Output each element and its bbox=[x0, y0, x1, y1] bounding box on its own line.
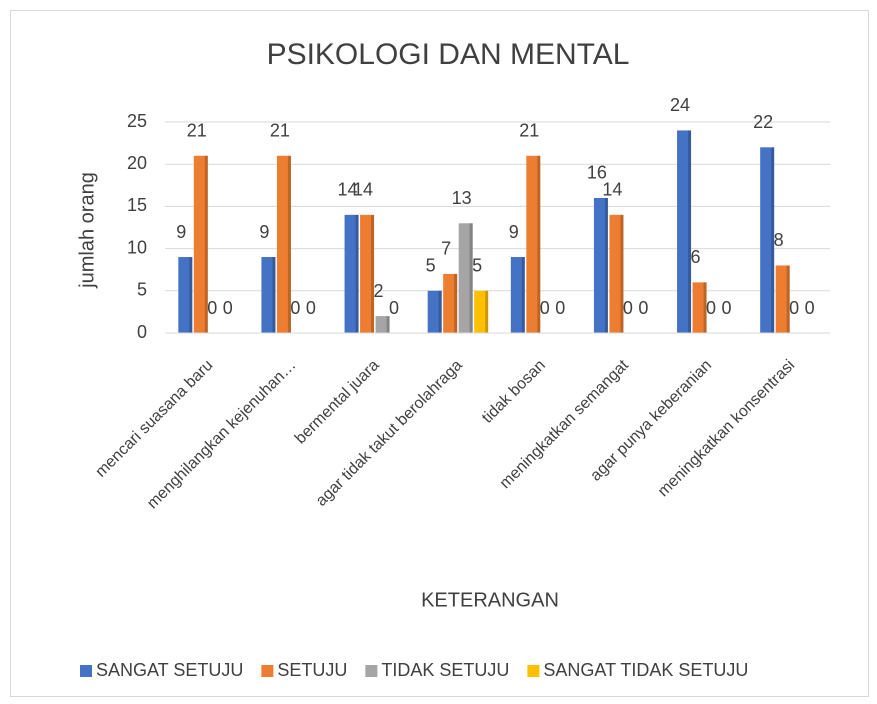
legend-swatch bbox=[365, 665, 378, 677]
data-label: 5 bbox=[426, 256, 436, 276]
data-label: 0 bbox=[638, 298, 648, 318]
bar bbox=[427, 290, 442, 333]
y-tick-label: 10 bbox=[127, 237, 147, 257]
legend-label: SANGAT TIDAK SETUJU bbox=[543, 660, 748, 680]
bar-shade bbox=[771, 147, 775, 333]
bar-shade bbox=[287, 155, 291, 333]
bar-shade bbox=[469, 223, 473, 333]
data-label: 0 bbox=[789, 298, 799, 318]
bar-shade bbox=[355, 214, 359, 333]
data-label: 13 bbox=[452, 188, 472, 208]
bar-shade bbox=[537, 155, 541, 333]
data-label: 0 bbox=[306, 298, 316, 318]
bar-shade bbox=[189, 257, 193, 333]
x-axis-label: KETERANGAN bbox=[421, 589, 559, 611]
legend-label: SANGAT SETUJU bbox=[96, 660, 243, 680]
bar bbox=[178, 257, 193, 333]
data-label: 0 bbox=[207, 298, 217, 318]
bar-shade bbox=[454, 273, 458, 333]
data-label: 0 bbox=[706, 298, 716, 318]
y-tick-label: 5 bbox=[137, 280, 147, 300]
chart-title: PSIKOLOGI DAN MENTAL bbox=[267, 38, 630, 71]
data-label: 0 bbox=[290, 298, 300, 318]
bar-shade bbox=[620, 214, 624, 333]
bar bbox=[344, 214, 359, 333]
bar bbox=[609, 214, 624, 333]
data-label: 9 bbox=[259, 222, 269, 242]
bar-shade bbox=[688, 130, 692, 333]
bar bbox=[677, 130, 692, 333]
bar bbox=[443, 273, 458, 333]
data-label: 22 bbox=[753, 112, 773, 132]
data-label: 5 bbox=[472, 256, 482, 276]
data-label: 14 bbox=[353, 180, 373, 200]
data-label: 0 bbox=[805, 298, 815, 318]
bar bbox=[526, 155, 541, 333]
data-label: 0 bbox=[540, 298, 550, 318]
y-axis-label: jumlah orang bbox=[76, 172, 98, 289]
data-label: 8 bbox=[774, 230, 784, 250]
data-label: 0 bbox=[623, 298, 633, 318]
bar bbox=[193, 155, 208, 333]
bar bbox=[510, 257, 525, 333]
bar bbox=[775, 265, 790, 333]
data-label: 14 bbox=[602, 180, 622, 200]
legend-swatch bbox=[80, 665, 92, 677]
data-label: 14 bbox=[338, 180, 358, 200]
bar-shade bbox=[485, 290, 489, 333]
data-label: 9 bbox=[176, 222, 186, 242]
legend-swatch bbox=[261, 665, 274, 677]
bar bbox=[593, 197, 608, 333]
bar-shade bbox=[703, 282, 707, 333]
bar bbox=[276, 155, 291, 333]
data-label: 0 bbox=[555, 298, 565, 318]
data-label: 0 bbox=[223, 298, 233, 318]
bar bbox=[261, 257, 276, 333]
data-label: 21 bbox=[187, 121, 207, 141]
bar bbox=[692, 282, 707, 333]
chart-border bbox=[10, 10, 869, 697]
data-label: 2 bbox=[374, 281, 384, 301]
bar bbox=[760, 147, 775, 333]
data-label: 6 bbox=[691, 247, 701, 267]
data-label: 16 bbox=[587, 163, 607, 183]
y-tick-label: 20 bbox=[127, 153, 147, 173]
bar bbox=[375, 316, 390, 333]
data-label: 0 bbox=[389, 298, 399, 318]
data-label: 9 bbox=[509, 222, 519, 242]
y-tick-label: 25 bbox=[127, 111, 147, 131]
bar bbox=[360, 214, 375, 333]
bar-shade bbox=[371, 214, 375, 333]
bar bbox=[458, 223, 473, 333]
bar-shade bbox=[786, 265, 790, 333]
data-label: 21 bbox=[519, 121, 539, 141]
bar bbox=[474, 290, 489, 333]
bar-shade bbox=[521, 257, 525, 333]
y-tick-label: 0 bbox=[137, 322, 147, 342]
data-label: 24 bbox=[670, 95, 690, 115]
bar-shade bbox=[272, 257, 276, 333]
bar-shade bbox=[438, 290, 442, 333]
legend-swatch bbox=[527, 665, 540, 677]
bar-shade bbox=[204, 155, 208, 333]
bar-shade bbox=[604, 197, 608, 333]
bar-shade bbox=[386, 316, 390, 333]
y-tick-label: 15 bbox=[127, 195, 147, 215]
data-label: 21 bbox=[270, 121, 290, 141]
legend-label: TIDAK SETUJU bbox=[381, 660, 509, 680]
legend-label: SETUJU bbox=[277, 660, 347, 680]
data-label: 7 bbox=[441, 239, 451, 259]
data-label: 0 bbox=[722, 298, 732, 318]
